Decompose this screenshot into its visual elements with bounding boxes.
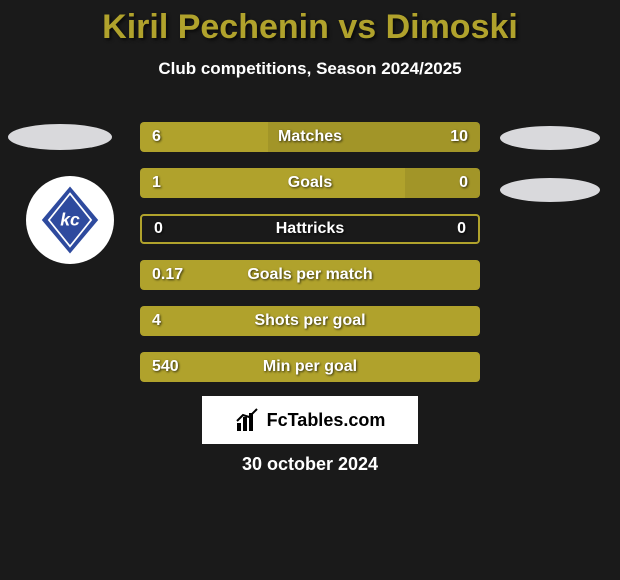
player-right-ellipse [500,126,600,150]
row-value-right: 10 [438,122,480,152]
row-value-left: 1 [140,168,173,198]
player-right-ellipse-2 [500,178,600,202]
row-value-left: 0 [142,216,175,242]
svg-text:kc: kc [60,209,80,229]
root: Kiril Pechenin vs Dimoski Club competiti… [0,0,620,580]
comparison-row: Hattricks0 0 [140,214,480,244]
club-badge-icon: kc [26,176,114,264]
comparison-row: Shots per goal4 [140,306,480,336]
row-value-left: 0.17 [140,260,195,290]
date-text: 30 october 2024 [0,454,620,475]
row-label: Min per goal [140,352,480,382]
comparison-rows: Matches610Goals10Hattricks00Goals per ma… [140,122,480,398]
row-label: Goals [140,168,480,198]
fctables-logo: FcTables.com [202,396,418,444]
subtitle: Club competitions, Season 2024/2025 [0,59,620,79]
row-value-left: 540 [140,352,191,382]
fctables-text: FcTables.com [267,410,386,431]
row-value-right: 0 [445,216,478,242]
row-label: Matches [140,122,480,152]
row-label: Shots per goal [140,306,480,336]
fctables-icon [235,407,261,433]
comparison-row: Goals per match0.17 [140,260,480,290]
row-value-left: 4 [140,306,173,336]
comparison-row: Matches6 10 [140,122,480,152]
row-value-left: 6 [140,122,173,152]
club-badge: kc [26,176,114,264]
comparison-row: Min per goal540 [140,352,480,382]
page-title: Kiril Pechenin vs Dimoski [0,0,620,47]
row-value-right: 0 [447,168,480,198]
player-left-ellipse [8,124,112,150]
row-label: Hattricks [142,216,478,242]
comparison-row: Goals1 0 [140,168,480,198]
